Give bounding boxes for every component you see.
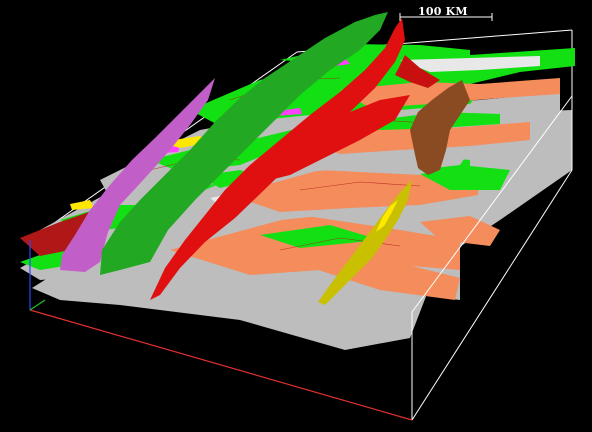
red-fault-upper-ribbon [395, 55, 440, 88]
x-axis-line [29, 309, 413, 421]
yellow-fault-highlight [376, 200, 398, 232]
red-fault-surface [150, 18, 405, 300]
scale-bar-label: 100 KM [418, 5, 468, 18]
green-fault-surface [100, 12, 388, 275]
scale-bar [399, 13, 493, 21]
red-fault-surface-wide [270, 95, 410, 180]
brown-fault-surface [410, 80, 470, 175]
violet-fault-surface [60, 78, 215, 272]
z-axis-line [29, 299, 46, 311]
